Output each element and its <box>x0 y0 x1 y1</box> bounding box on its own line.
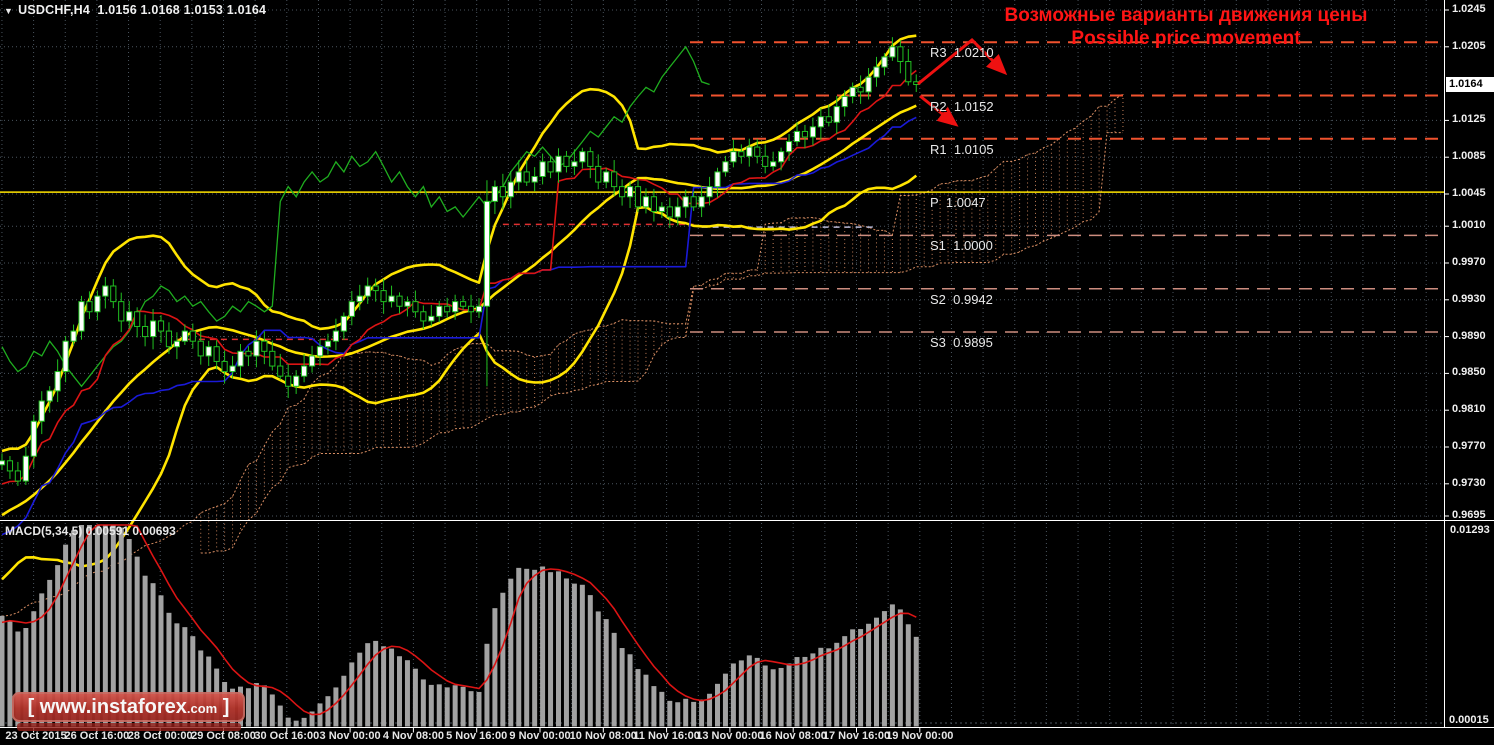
ichimoku-lines <box>1 45 917 536</box>
price-tick-label: 0.9695 <box>1452 509 1486 521</box>
macd-indicator-label: MACD(5,34,5) 0.00591 0.00693 <box>5 524 176 538</box>
current-price-tag: 1.0164 <box>1446 76 1494 92</box>
time-tick-label: 3 Nov 00:00 <box>319 730 381 742</box>
candles-layer <box>0 37 920 486</box>
chart-title: ▼ USDCHF,H4 1.0156 1.0168 1.0153 1.0164 <box>4 3 266 17</box>
logo-bracket: ] <box>217 696 230 718</box>
time-tick-label: 4 Nov 08:00 <box>382 730 444 742</box>
time-tick-label: 13 Nov 00:00 <box>696 730 764 742</box>
price-tick-label: 1.0245 <box>1452 3 1486 15</box>
time-tick-label: 5 Nov 16:00 <box>446 730 508 742</box>
macd-axis-min: 0.00015 <box>1449 714 1489 726</box>
price-tick-label: 0.9770 <box>1452 440 1486 452</box>
pivot-label-s1: S1 1.0000 <box>930 238 993 254</box>
annotation-line-ru: Возможные варианты движения цены <box>1004 5 1368 26</box>
symbol-dropdown-icon[interactable]: ▼ <box>4 6 14 16</box>
price-tick-label: 0.9810 <box>1452 403 1486 416</box>
time-tick-label: 29 Oct 08:00 <box>191 730 256 742</box>
ichimoku-cloud <box>1 93 1124 617</box>
time-tick-label: 16 Nov 08:00 <box>759 730 827 742</box>
price-tick-label: 0.9890 <box>1452 329 1486 342</box>
time-tick-label: 23 Oct 2015 <box>5 730 67 742</box>
bollinger-bands <box>1 34 918 581</box>
price-tick-label: 1.0045 <box>1452 187 1486 199</box>
price-tick-label: 0.9850 <box>1452 366 1486 379</box>
time-tick-label: 19 Nov 00:00 <box>886 730 954 742</box>
pivot-label-p: P 1.0047 <box>930 195 986 211</box>
pivot-label-r2: R2 1.0152 <box>930 98 994 114</box>
logo-text: [ www.instaforex <box>27 696 187 718</box>
pivot-label-r1: R1 1.0105 <box>930 141 994 157</box>
logo-tld: .com <box>186 701 218 716</box>
time-tick-label: 9 Nov 00:00 <box>509 730 571 742</box>
macd-layer <box>0 524 919 727</box>
grid-layer <box>0 0 1444 726</box>
pivot-label-s3: S3 0.9895 <box>930 335 993 350</box>
annotation: Возможные варианты движения цены Possibl… <box>966 4 1406 50</box>
price-tick-label: 1.0125 <box>1452 113 1486 126</box>
annotation-arrows <box>917 37 1008 127</box>
price-tick-label: 1.0085 <box>1452 150 1486 163</box>
annotation-line-en: Possible price movement <box>1071 28 1301 49</box>
logo-reflection <box>17 723 241 731</box>
macd-axis-max: 0.01293 <box>1450 524 1490 536</box>
time-tick-label: 10 Nov 08:00 <box>569 730 637 742</box>
pivot-label-r3: R3 1.0210 <box>930 45 994 61</box>
ohlc-values: 1.0156 1.0168 1.0153 1.0164 <box>97 3 267 17</box>
time-tick-label: 30 Oct 16:00 <box>254 730 320 742</box>
time-tick-label: 11 Nov 16:00 <box>633 730 700 742</box>
time-tick-label: 17 Nov 16:00 <box>822 730 891 742</box>
price-tick-label: 0.9970 <box>1452 256 1486 268</box>
pivot-lines <box>0 41 1444 341</box>
pivot-label-s2: S2 0.9942 <box>930 291 993 307</box>
instaforex-logo[interactable]: [ www.instaforex.com ] <box>12 692 245 722</box>
time-tick-label: 26 Oct 16:00 <box>64 730 130 742</box>
time-tick-label: 28 Oct 00:00 <box>127 730 193 742</box>
symbol-timeframe: USDCHF,H4 <box>18 3 91 17</box>
price-tick-label: 0.9730 <box>1452 476 1486 489</box>
price-tick-label: 1.0010 <box>1452 219 1486 232</box>
price-tick-label: 0.9930 <box>1452 292 1486 305</box>
price-tick-label: 1.0205 <box>1452 39 1486 52</box>
